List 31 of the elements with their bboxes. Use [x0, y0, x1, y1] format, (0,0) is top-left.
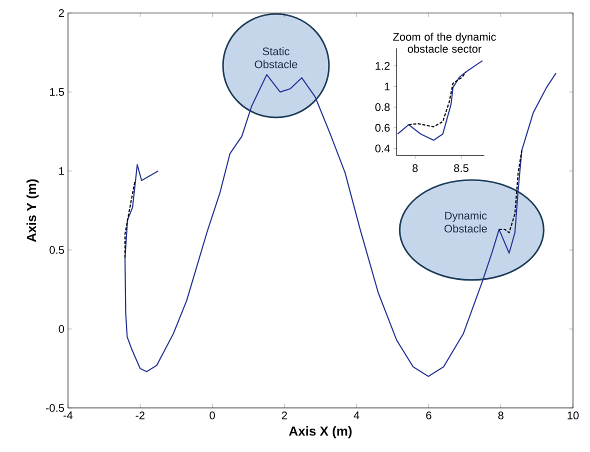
y-axis-title: Axis Y (m) [26, 179, 39, 242]
x-tick-label: -4 [64, 412, 73, 420]
y-tick-label: 0 [58, 325, 64, 333]
line-series [408, 71, 466, 128]
y-tick-label: 2 [58, 9, 64, 17]
line-series [397, 60, 484, 141]
y-tick-label: 0.8 [375, 103, 390, 112]
x-tick-label: 8 [498, 412, 504, 420]
line-series [124, 72, 557, 377]
x-tick-label: -2 [136, 412, 144, 420]
line-series [124, 181, 136, 258]
y-tick-label: 1 [59, 167, 64, 175]
y-tick-label: 0.6 [375, 124, 390, 132]
x-tick-label: 8 [412, 164, 418, 172]
x-tick-label: 0 [210, 412, 215, 420]
annotation: Dynamic Obstacle [444, 211, 487, 233]
y-tick-label: 1 [384, 82, 390, 90]
y-tick-label: 1.2 [376, 62, 390, 70]
x-tick-label: 8.5 [454, 164, 468, 172]
x-tick-label: 4 [354, 412, 360, 420]
y-tick-label: 1.5 [50, 88, 64, 96]
y-tick-label: 0.4 [375, 144, 390, 152]
y-tick-label: 0.5 [50, 246, 64, 254]
y-tick-label: -0.5 [46, 404, 64, 412]
x-tick-label: 6 [426, 412, 432, 420]
annotation: Static Obstacle [254, 47, 298, 68]
line-series [498, 150, 522, 234]
x-tick-label: 10 [568, 412, 579, 420]
x-axis-title: Axis X (m) [289, 426, 352, 438]
x-tick-label: 2 [282, 412, 287, 420]
chart-title: Zoom of the dynamic obstacle sector [393, 32, 496, 53]
